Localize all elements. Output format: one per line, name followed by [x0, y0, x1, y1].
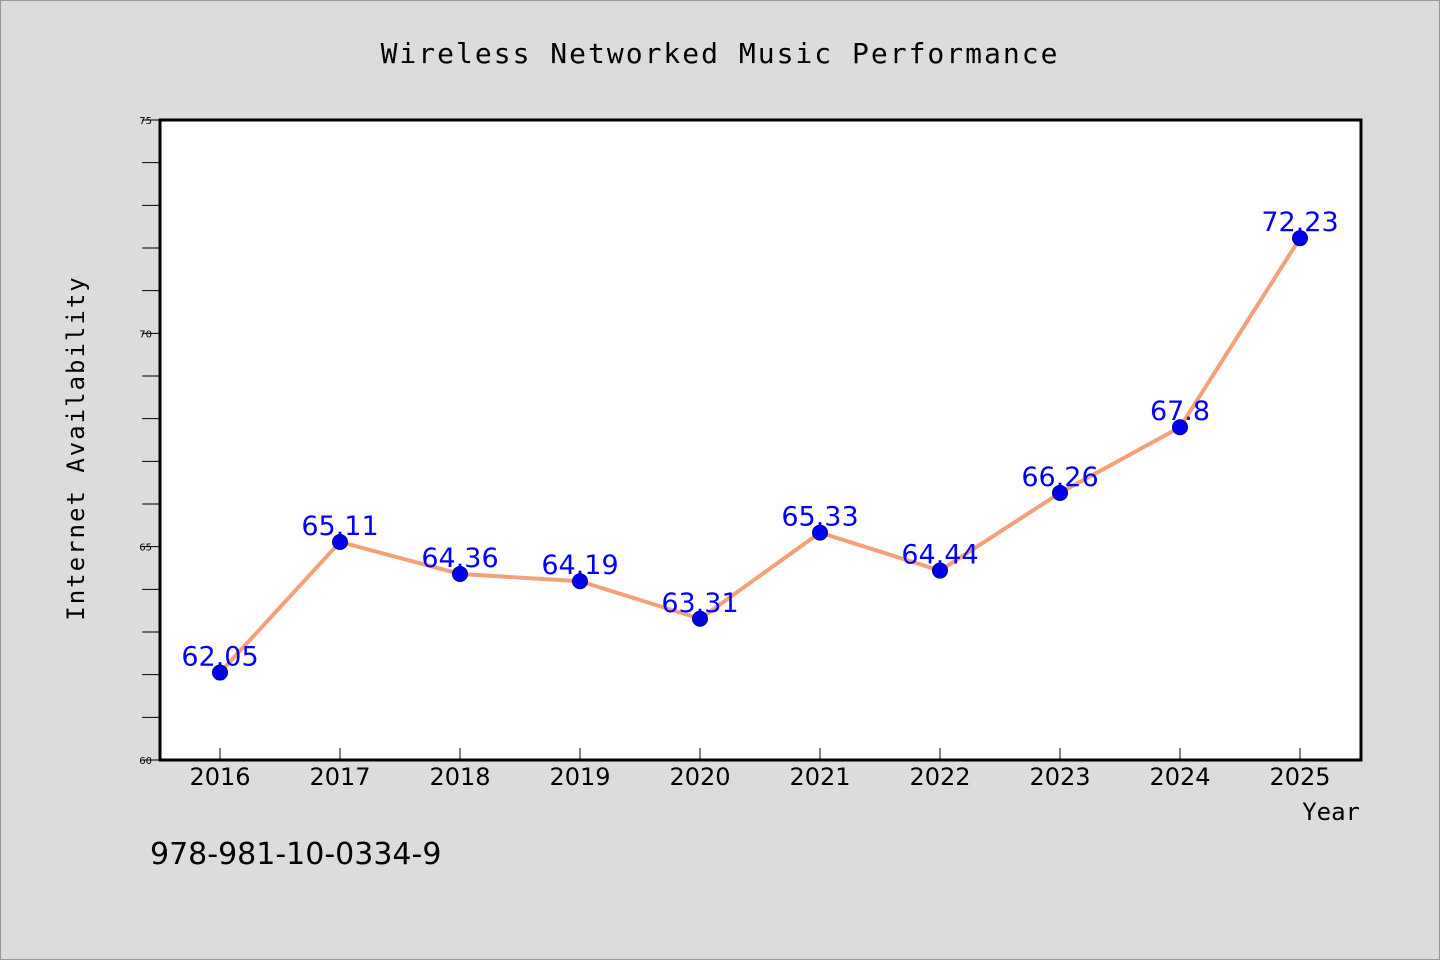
footer-isbn-text: 978-981-10-0334-9	[150, 837, 441, 872]
x-tick-label: 2019	[549, 763, 610, 791]
data-label: 64.36	[421, 543, 498, 574]
data-labels: 62.05 65.11 64.36 64.19 63.31 65.33 64.44 66.26…	[181, 207, 1338, 672]
x-tick-label: 2025	[1269, 763, 1330, 791]
data-label: 62.05	[181, 642, 258, 673]
data-point	[932, 562, 948, 579]
data-label: 65.33	[781, 502, 858, 533]
y-tick-label: 75	[139, 116, 152, 127]
x-tick-label: 2018	[429, 763, 490, 791]
data-point	[692, 610, 708, 627]
data-point	[452, 565, 468, 582]
x-axis-label: Year	[1302, 798, 1360, 826]
x-axis-ticks: 2016 2017 2018 2019 2020 2021 2022 2023 2024 2025	[189, 748, 1331, 791]
x-tick-label: 2020	[669, 763, 730, 791]
x-tick-label: 2017	[309, 763, 370, 791]
data-point	[332, 533, 348, 550]
data-label: 63.31	[661, 588, 738, 619]
series-line	[218, 237, 1302, 674]
data-label: 66.26	[1021, 462, 1098, 493]
series-markers	[212, 230, 1308, 681]
plot-border	[158, 118, 1363, 762]
data-label: 67.8	[1150, 396, 1210, 427]
chart-title: Wireless Networked Music Performance	[381, 37, 1060, 70]
y-tick-label: 60	[139, 756, 152, 767]
x-tick-label: 2022	[909, 763, 970, 791]
data-label: 64.19	[541, 550, 618, 581]
y-tick-label: 70	[139, 329, 152, 340]
x-tick-label: 2024	[1149, 763, 1210, 791]
data-point	[1292, 230, 1308, 247]
data-point	[812, 524, 828, 541]
data-point	[1052, 484, 1068, 501]
data-point	[1172, 419, 1188, 436]
data-label: 65.11	[301, 511, 378, 542]
data-label: 64.44	[901, 540, 978, 571]
data-point	[212, 664, 228, 681]
plot-area	[160, 120, 1361, 760]
x-tick-label: 2023	[1029, 763, 1090, 791]
x-tick-label: 2021	[789, 763, 850, 791]
y-axis-ticks: 60 65 70 75	[139, 116, 160, 767]
y-axis-label: Internet Availability	[62, 275, 90, 620]
data-point	[572, 573, 588, 590]
data-label: 72.23	[1261, 207, 1338, 238]
x-tick-label: 2016	[189, 763, 250, 791]
y-tick-label: 65	[139, 543, 152, 554]
